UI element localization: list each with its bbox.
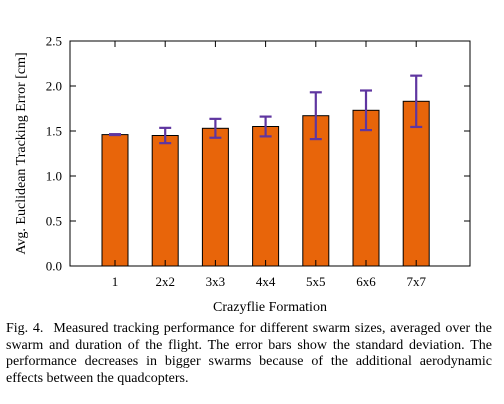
x-tick-label: 5x5 xyxy=(306,274,326,289)
axes-layer xyxy=(69,40,471,267)
error-bar-5x5 xyxy=(309,91,322,141)
bar-1 xyxy=(101,134,129,267)
x-tick-label: 2x2 xyxy=(155,274,175,289)
x-axis-label: Crazyflie Formation xyxy=(213,300,327,315)
figure-number: Fig. 4. xyxy=(6,321,44,336)
x-tick-label: 4x4 xyxy=(256,274,276,289)
y-tick-label: 1.0 xyxy=(46,169,62,184)
error-bar-6x6 xyxy=(360,89,372,132)
y-tick-label: 2.0 xyxy=(46,79,62,94)
error-bar-1 xyxy=(109,133,121,137)
bar-chart: 0.0 0.5 1.0 1.5 2.0 2.5 1 2x2 3x3 4x4 5x5 6x6 7x7 Cr… xyxy=(14,34,471,315)
error-bar-7x7 xyxy=(410,74,423,129)
y-tick-label: 0.5 xyxy=(46,214,62,229)
x-tick-label: 3x3 xyxy=(206,274,226,289)
y-tick-label: 1.5 xyxy=(46,124,62,139)
bar-2x2 xyxy=(151,135,179,267)
x-tick-label: 7x7 xyxy=(406,274,426,289)
error-bar-2x2 xyxy=(159,126,172,145)
caption-text: Measured tracking performance for differ… xyxy=(6,321,492,386)
error-bars-layer xyxy=(109,74,423,145)
figure-caption: Fig. 4. Measured tracking performance for… xyxy=(6,321,492,387)
bar-4x4 xyxy=(252,126,280,267)
x-tick-label: 1 xyxy=(112,274,119,289)
y-tick-label: 2.5 xyxy=(46,34,62,49)
y-axis-label: Avg. Euclidean Tracking Error [cm] xyxy=(14,52,29,254)
y-tick-label: 0.0 xyxy=(46,259,62,274)
bar-6x6 xyxy=(352,109,380,267)
error-bar-4x4 xyxy=(259,115,272,138)
error-bar-3x3 xyxy=(209,117,222,139)
ticks-layer: 0.0 0.5 1.0 1.5 2.0 2.5 1 2x2 3x3 4x4 5x5 6x6 7x7 xyxy=(46,34,470,289)
plot-frame xyxy=(69,40,471,267)
x-tick-label: 6x6 xyxy=(356,274,376,289)
bar-3x3 xyxy=(201,127,229,267)
